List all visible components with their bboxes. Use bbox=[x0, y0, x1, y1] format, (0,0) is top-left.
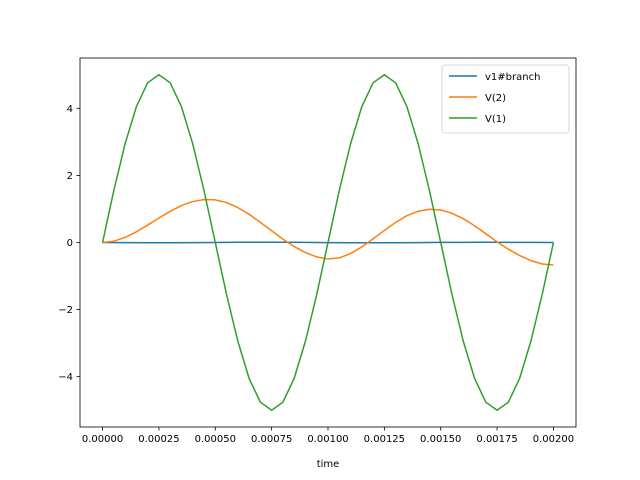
legend-label: V(2) bbox=[485, 93, 506, 104]
x-tick-label: 0.00075 bbox=[251, 434, 292, 445]
legend-label: v1#branch bbox=[485, 72, 540, 83]
legend-box bbox=[441, 64, 570, 134]
legend-label: V(1) bbox=[485, 114, 506, 125]
x-axis-label: time bbox=[317, 459, 340, 470]
y-tick-label: 0 bbox=[67, 238, 73, 249]
y-axis: −4 −2 0 2 4 bbox=[58, 104, 80, 383]
series-line-2 bbox=[101, 74, 555, 411]
series-layer bbox=[101, 74, 555, 411]
x-tick-label: 0.00025 bbox=[138, 434, 179, 445]
x-tick-label: 0.00000 bbox=[82, 434, 123, 445]
y-tick-label: 4 bbox=[67, 104, 73, 115]
x-tick-label: 0.00150 bbox=[420, 434, 461, 445]
x-tick-label: 0.00200 bbox=[533, 434, 574, 445]
series-line-1 bbox=[102, 198, 554, 266]
x-tick-label: 0.00125 bbox=[364, 434, 405, 445]
x-tick-label: 0.00100 bbox=[307, 434, 348, 445]
y-tick-label: −4 bbox=[58, 372, 73, 383]
legend: v1#branch V(2) V(1) bbox=[441, 64, 570, 134]
x-axis: 0.00000 0.00025 0.00050 0.00075 0.00100 0.001… bbox=[82, 427, 574, 445]
x-tick-label: 0.00050 bbox=[195, 434, 236, 445]
y-tick-label: 2 bbox=[67, 171, 73, 182]
y-tick-label: −2 bbox=[58, 305, 73, 316]
x-tick-label: 0.00175 bbox=[476, 434, 517, 445]
